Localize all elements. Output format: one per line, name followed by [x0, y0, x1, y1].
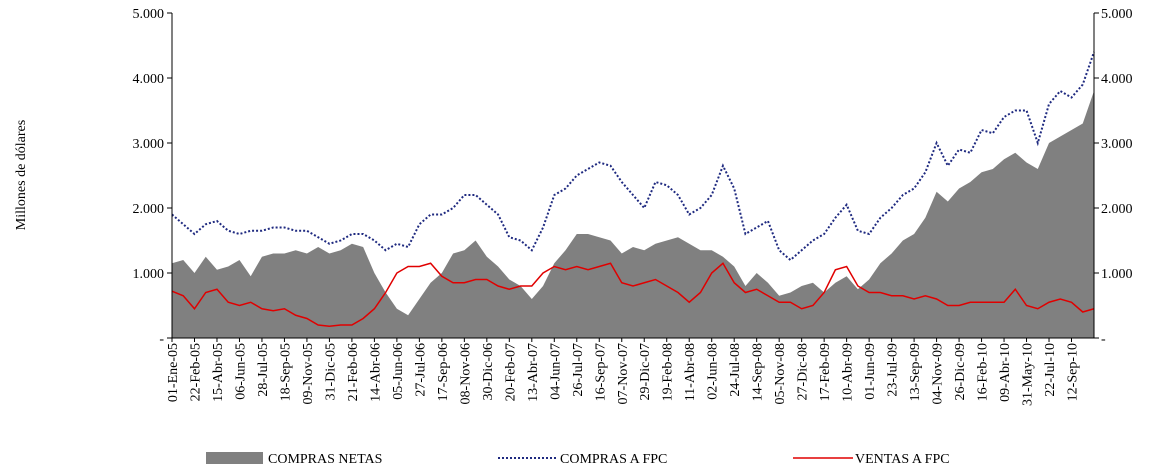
x-tick-label: 24-Jul-08: [728, 343, 743, 397]
x-tick-label: 28-Jul-05: [256, 343, 271, 397]
legend-swatch: [206, 452, 263, 464]
x-tick-label: 27-Jul-06: [413, 343, 428, 397]
y-tick-label: -: [159, 332, 164, 347]
x-tick-label: 16-Feb-10: [976, 343, 991, 401]
x-tick-label: 30-Dic-06: [481, 343, 496, 401]
x-tick-label: 04-Nov-09: [931, 343, 946, 404]
x-tick-label: 01-Jun-09: [863, 343, 878, 400]
y2-tick-label: 4.000: [1101, 72, 1133, 87]
y-tick-label: 3.000: [133, 137, 165, 152]
x-tick-label: 09-Abr-10: [998, 343, 1013, 402]
line: [171, 51, 1095, 262]
y-tick-label: 2.000: [133, 202, 165, 217]
area: [172, 91, 1094, 338]
x-tick-label: 21-Feb-06: [346, 343, 361, 401]
y-tick-label: 4.000: [133, 72, 165, 87]
x-tick-label: 05-Nov-08: [773, 343, 788, 404]
x-tick-label: 29-Dic-07: [638, 343, 653, 401]
x-tick-label: 23-Jul-09: [886, 343, 901, 397]
y2-tick-label: 5.000: [1101, 7, 1133, 22]
x-tick-label: 31-May-10: [1021, 343, 1036, 406]
y2-tick-label: -: [1101, 332, 1106, 347]
x-tick-label: 14-Sep-08: [751, 343, 766, 401]
x-tick-label: 17-Feb-09: [818, 343, 833, 401]
x-tick-label: 09-Nov-05: [301, 343, 316, 404]
x-tick-label: 17-Sep-06: [436, 343, 451, 401]
x-tick-label: 01-Ene-05: [166, 343, 181, 402]
legend-label: VENTAS A FPC: [855, 452, 950, 467]
x-tick-label: 22-Feb-05: [188, 343, 203, 401]
x-tick-label: 06-Jun-05: [233, 343, 248, 400]
y-tick-label: 5.000: [133, 7, 165, 22]
x-tick-label: 14-Abr-06: [368, 343, 383, 402]
y2-tick-label: 2.000: [1101, 202, 1133, 217]
y-tick-label: 1.000: [133, 267, 165, 282]
x-tick-label: 18-Sep-05: [278, 343, 293, 401]
y2-tick-label: 1.000: [1101, 267, 1133, 282]
line: [171, 262, 1095, 328]
x-tick-label: 20-Feb-07: [503, 343, 518, 401]
legend-label: COMPRAS A FPC: [560, 452, 667, 467]
x-tick-label: 12-Sep-10: [1066, 343, 1081, 401]
x-tick-label: 10-Abr-09: [841, 343, 856, 402]
x-tick-label: 26-Dic-09: [953, 343, 968, 401]
x-tick-label: 02-Jun-08: [706, 343, 721, 400]
x-tick-label: 26-Jul-07: [571, 343, 586, 397]
legend-label: COMPRAS NETAS: [268, 452, 382, 467]
x-tick-label: 11-Abr-08: [683, 343, 698, 401]
x-tick-label: 08-Nov-06: [458, 343, 473, 404]
x-tick-label: 22-Jul-10: [1043, 343, 1058, 397]
x-tick-label: 07-Nov-07: [616, 343, 631, 404]
x-tick-label: 27-Dic-08: [796, 343, 811, 401]
x-tick-label: 05-Jun-06: [391, 343, 406, 400]
x-tick-label: 15-Abr-05: [211, 343, 226, 402]
y-axis-label: Millones de dólares: [14, 120, 29, 230]
x-tick-label: 16-Sep-07: [593, 343, 608, 401]
x-tick-label: 13-Abr-07: [526, 343, 541, 402]
x-tick-label: 13-Sep-09: [908, 343, 923, 401]
x-tick-label: 31-Dic-05: [323, 343, 338, 401]
x-tick-label: 19-Feb-08: [661, 343, 676, 401]
x-tick-label: 04-Jun-07: [548, 343, 563, 400]
y2-tick-label: 3.000: [1101, 137, 1133, 152]
